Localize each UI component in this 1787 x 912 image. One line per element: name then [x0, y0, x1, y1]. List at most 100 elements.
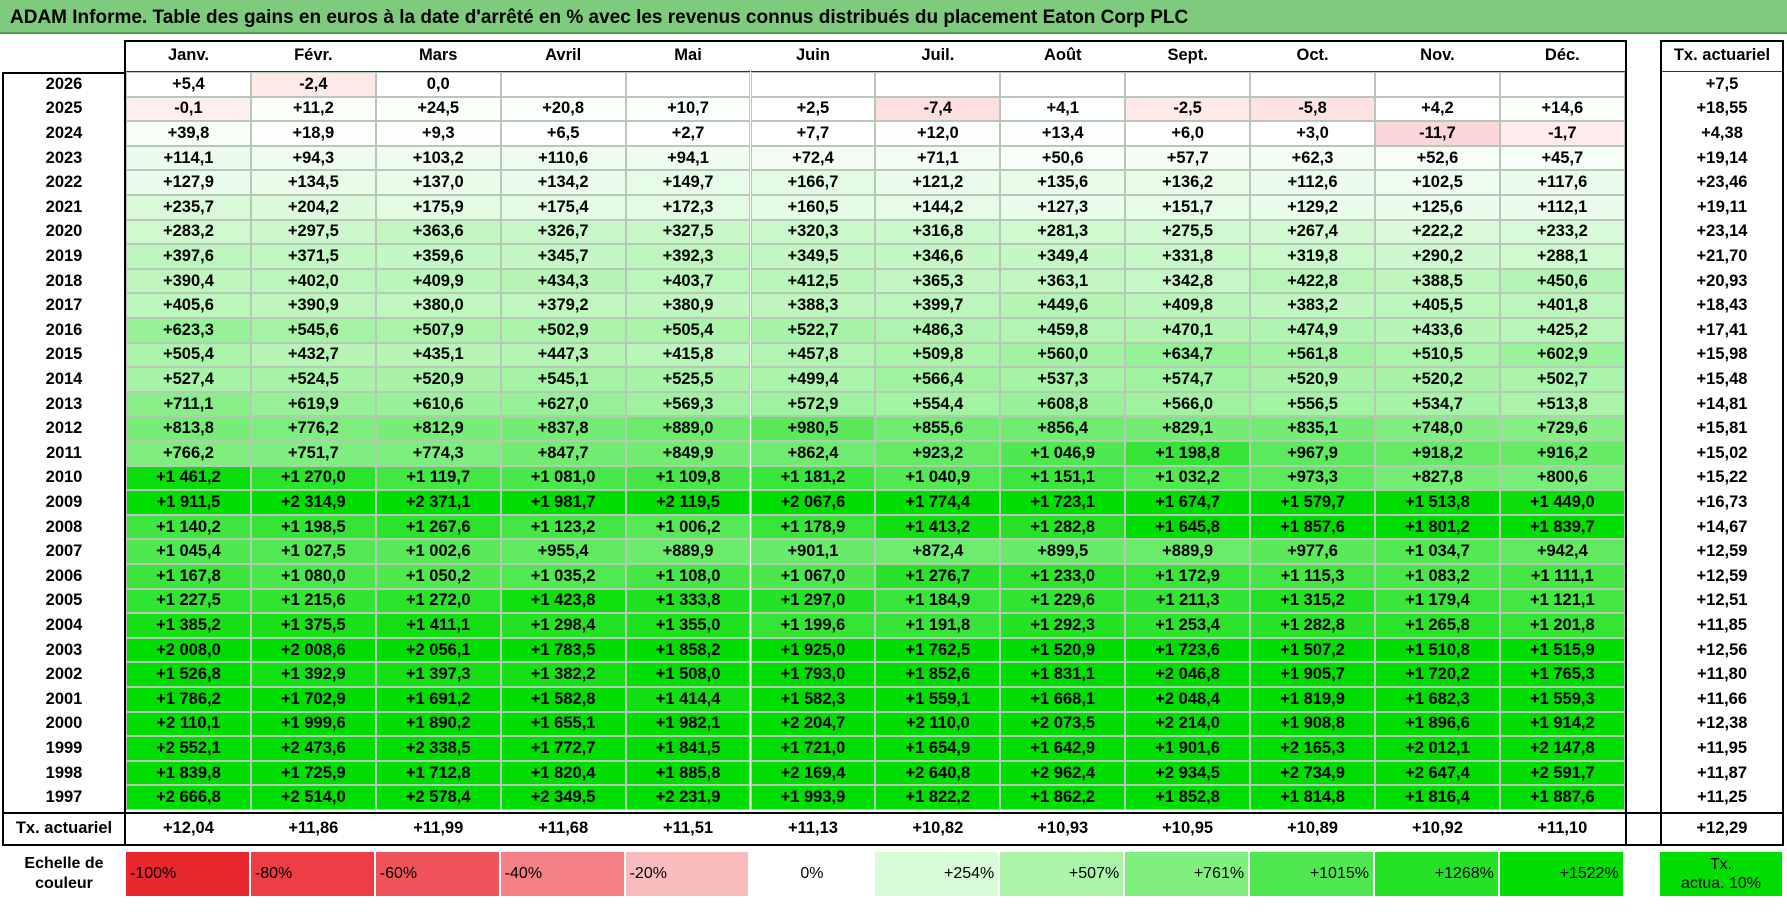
heatmap-cell: +1 582,3	[750, 687, 876, 712]
heatmap-cell: +383,2	[1250, 293, 1375, 318]
row-year-label: 1997	[45, 788, 83, 807]
heatmap-cell: +1 215,6	[250, 588, 376, 614]
heatmap-cell: +297,5	[250, 219, 376, 245]
heatmap-cell: +608,8	[1000, 391, 1126, 417]
heatmap-cell: +103,2	[375, 145, 501, 171]
heatmap-cell: +711,1	[126, 391, 251, 417]
heatmap-cell: +316,8	[875, 219, 1001, 245]
heatmap-cell: +345,7	[500, 244, 626, 269]
heatmap-cell: +1 702,9	[250, 687, 376, 712]
heatmap-cell: +326,7	[500, 219, 626, 245]
legend-rate-line: Tx.	[1709, 856, 1733, 873]
heatmap-cell: +1 119,7	[375, 465, 501, 491]
heatmap-cell: +1 032,2	[1125, 465, 1251, 491]
legend-swatch: +761%	[1125, 852, 1249, 896]
heatmap-cell: +1 382,2	[500, 662, 626, 687]
heatmap-cell: +527,4	[126, 367, 251, 392]
legend-swatch: -80%	[250, 852, 374, 896]
legend-title-line: couleur	[35, 875, 93, 892]
heatmap-cell: +525,5	[625, 367, 751, 392]
legend-title: Echelle de couleur	[2, 852, 126, 896]
heatmap-cell: +1 211,3	[1125, 588, 1251, 614]
heatmap-cell: +2 734,9	[1250, 760, 1375, 786]
heatmap-cell: +2 056,1	[375, 637, 501, 663]
heatmap-cell: -5,8	[1250, 96, 1375, 122]
heatmap-cell: +435,1	[375, 342, 501, 368]
heatmap-cell: +1 006,2	[625, 514, 751, 540]
heatmap-cell: +534,7	[1375, 391, 1500, 417]
heatmap-cell: +52,6	[1375, 145, 1500, 171]
row-rate-value: +11,85	[1696, 615, 1747, 634]
heatmap-cell: +1 201,8	[1499, 613, 1625, 638]
heatmap-cell: +1 814,8	[1250, 785, 1375, 810]
heatmap-cell: +2 591,7	[1499, 760, 1625, 786]
footer-rate-value: +11,51	[663, 818, 714, 837]
heatmap-cell: +222,2	[1375, 219, 1500, 245]
footer-rate-value: +12,04	[162, 818, 214, 837]
heatmap-cell: +634,7	[1125, 342, 1251, 368]
column-header: Déc.	[1499, 40, 1625, 72]
heatmap-cell: +918,2	[1375, 441, 1500, 466]
row-year-label: 2015	[45, 345, 83, 364]
row-rate-value: +11,95	[1696, 738, 1747, 757]
heatmap-cell: +129,2	[1250, 195, 1375, 220]
heatmap-cell: +569,3	[625, 391, 751, 417]
heatmap-cell: +1 233,0	[1000, 564, 1126, 589]
page-title: ADAM Informe. Table des gains en euros à…	[10, 7, 1189, 28]
heatmap-cell: +2 067,6	[750, 490, 876, 515]
heatmap-cell: +2 110,1	[126, 711, 251, 737]
heatmap-cell: +729,6	[1499, 416, 1625, 441]
heatmap-cell: +486,3	[875, 318, 1001, 343]
legend-swatch: +507%	[1000, 852, 1124, 896]
heatmap-cell: +1 198,8	[1125, 441, 1251, 466]
heatmap-cell: +1 896,6	[1375, 711, 1500, 737]
heatmap-cell: +1 510,8	[1375, 637, 1500, 663]
heatmap-cell: +980,5	[750, 416, 876, 441]
heatmap-cell: +392,3	[625, 244, 751, 269]
heatmap-cell: +12,0	[875, 121, 1001, 146]
heatmap-cell: +554,4	[875, 391, 1001, 417]
heatmap-cell: +72,4	[750, 145, 876, 171]
row-year-label: 2001	[45, 689, 83, 708]
heatmap-cell: +449,6	[1000, 293, 1126, 318]
heatmap-cell: +450,6	[1499, 268, 1625, 294]
row-rate-value: +15,98	[1696, 345, 1748, 364]
heatmap-cell: +5,4	[126, 72, 251, 97]
heatmap-cell: +1 282,8	[1000, 514, 1126, 540]
heatmap-cell: +39,8	[126, 121, 251, 146]
row-rate-value: +4,38	[1701, 123, 1743, 142]
heatmap-cell: +1 067,0	[750, 564, 876, 589]
heatmap-cell: +1 783,5	[500, 637, 626, 663]
heatmap-cell: +1 199,6	[750, 613, 876, 638]
heatmap-cell: +2,7	[625, 121, 751, 146]
heatmap-cell: +2 165,3	[1250, 736, 1375, 761]
heatmap-cell: +275,5	[1125, 219, 1251, 245]
heatmap-cell: +1 858,2	[625, 637, 751, 663]
row-rate-value: +14,81	[1696, 394, 1748, 413]
column-header: Mai	[625, 40, 751, 72]
heatmap-cell: +1 121,1	[1499, 588, 1625, 614]
heatmap-cell: +399,7	[875, 293, 1001, 318]
heatmap-cell: +390,4	[126, 268, 251, 294]
heatmap-cell: +1 914,2	[1499, 711, 1625, 737]
heatmap-cell: +1 712,8	[375, 760, 501, 786]
heatmap-cell: +1 109,8	[625, 465, 751, 491]
heatmap-cell: +283,2	[126, 219, 251, 245]
heatmap-cell: +365,3	[875, 268, 1001, 294]
row-year-label: 2020	[45, 222, 83, 241]
row-rate-value: +23,14	[1696, 222, 1748, 241]
heatmap-cell: +1 115,3	[1250, 564, 1375, 589]
row-rate-value: +18,43	[1696, 296, 1748, 315]
legend-swatch: 0%	[750, 852, 874, 896]
heatmap-cell: +1 045,4	[126, 539, 251, 564]
heatmap-cell: +474,9	[1250, 318, 1375, 343]
heatmap-cell: +470,1	[1125, 318, 1251, 343]
heatmap-cell: +127,3	[1000, 195, 1126, 220]
row-rate-value: +19,11	[1696, 197, 1747, 216]
heatmap-cell: +175,4	[500, 195, 626, 220]
heatmap-cell: +2 647,4	[1375, 760, 1500, 786]
heatmap-cell: +872,4	[875, 539, 1001, 564]
heatmap-cell: +1 292,3	[1000, 613, 1126, 638]
heatmap-cell: +380,9	[625, 293, 751, 318]
heatmap-cell: +388,5	[1375, 268, 1500, 294]
